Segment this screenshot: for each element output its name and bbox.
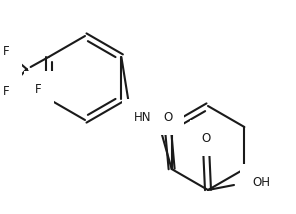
Text: F: F	[3, 85, 10, 98]
Text: O: O	[201, 131, 211, 144]
Text: HN: HN	[134, 110, 152, 123]
Text: OH: OH	[252, 175, 270, 189]
Text: O: O	[163, 110, 172, 123]
Text: F: F	[35, 83, 42, 95]
Text: F: F	[3, 45, 10, 58]
